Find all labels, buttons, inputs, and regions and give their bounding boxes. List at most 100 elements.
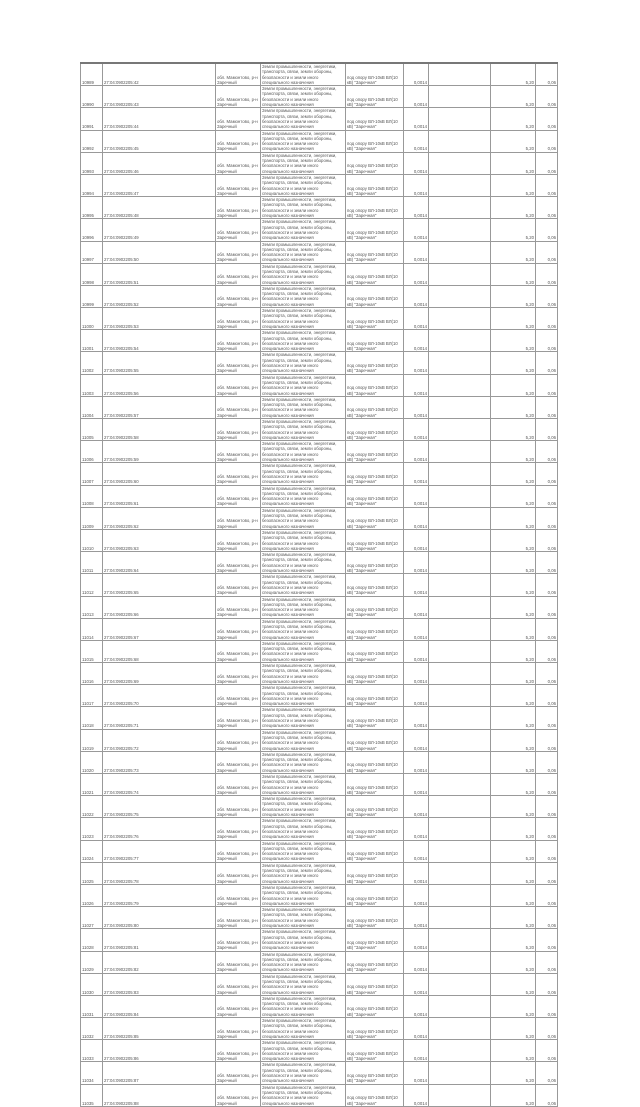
row-id-cell: 11005: [80, 417, 103, 442]
total-cell: 0,06: [535, 462, 558, 486]
area-cell: 0,0014: [403, 883, 429, 908]
area-cell: 0,0014: [403, 351, 429, 375]
purpose-cell: под опору ВЛ-10кВ ВЛ(10 кВ) "Заречная": [345, 62, 404, 87]
cadastral-number-cell: 27:04:0902205:88: [102, 1083, 216, 1107]
extra-cell: [428, 839, 491, 863]
total-cell: 0,06: [535, 573, 558, 597]
price-cell: 5,20: [490, 839, 536, 863]
purpose-cell: под опору ВЛ-10кВ ВЛ(10 кВ) "Заречная": [345, 462, 404, 486]
total-cell: 0,06: [535, 373, 558, 397]
area-cell: 0,0014: [403, 772, 429, 797]
row-id-cell: 11018: [80, 706, 103, 730]
extra-cell: [428, 972, 491, 996]
cadastral-number-cell: 27:04:0902205:67: [102, 617, 216, 641]
area-cell: 0,0014: [403, 817, 429, 841]
address-cell: обл. Мамонтово, р-н Заречный: [215, 218, 261, 242]
cadastral-number-cell: 27:04:0902205:83: [102, 972, 216, 996]
land-category-cell: Земли промышленности, энергетики, трансп…: [260, 706, 346, 730]
extra-cell: [428, 617, 491, 641]
address-cell: обл. Мамонтово, р-н Заречный: [215, 373, 261, 397]
extra-cell: [428, 662, 491, 686]
address-cell: обл. Мамонтово, р-н Заречный: [215, 639, 261, 664]
area-cell: 0,0014: [403, 373, 429, 397]
purpose-cell: под опору ВЛ-10кВ ВЛ(10 кВ) "Заречная": [345, 595, 404, 619]
row-id-cell: 10989: [80, 62, 103, 87]
land-category-cell: Земли промышленности, энергетики, трансп…: [260, 307, 346, 331]
area-cell: 0,0014: [403, 972, 429, 996]
area-cell: 0,0014: [403, 462, 429, 486]
land-category-cell: Земли промышленности, энергетики, трансп…: [260, 1061, 346, 1085]
purpose-cell: под опору ВЛ-10кВ ВЛ(10 кВ) "Заречная": [345, 395, 404, 420]
land-category-cell: Земли промышленности, энергетики, трансп…: [260, 62, 346, 87]
row-id-cell: 11021: [80, 772, 103, 797]
purpose-cell: под опору ВЛ-10кВ ВЛ(10 кВ) "Заречная": [345, 1083, 404, 1107]
table-row: 10996 27:04:0902205:49 обл. Мамонтово, р-н…: [80, 218, 558, 242]
cadastral-number-cell: 27:04:0902205:72: [102, 728, 216, 752]
table-row: 11034 27:04:0902205:87 обл. Мамонтово, р-н…: [80, 1061, 558, 1085]
cadastral-number-cell: 27:04:0902205:48: [102, 196, 216, 220]
table-row: 11035 27:04:0902205:88 обл. Мамонтово, р-н…: [80, 1083, 558, 1107]
row-id-cell: 11002: [80, 351, 103, 375]
total-cell: 0,06: [535, 883, 558, 908]
price-cell: 5,20: [490, 351, 536, 375]
total-cell: 0,06: [535, 706, 558, 730]
purpose-cell: под опору ВЛ-10кВ ВЛ(10 кВ) "Заречная": [345, 972, 404, 996]
cadastral-number-cell: 27:04:0902205:60: [102, 462, 216, 486]
address-cell: обл. Мамонтово, р-н Заречный: [215, 173, 261, 198]
total-cell: 0,06: [535, 329, 558, 353]
cadastral-number-cell: 27:04:0902205:61: [102, 484, 216, 508]
cadastral-number-cell: 27:04:0902205:76: [102, 817, 216, 841]
price-cell: 5,20: [490, 906, 536, 930]
land-category-cell: Земли промышленности, энергетики, трансп…: [260, 795, 346, 819]
purpose-cell: под опору ВЛ-10кВ ВЛ(10 кВ) "Заречная": [345, 883, 404, 908]
row-id-cell: 11023: [80, 817, 103, 841]
land-category-cell: Земли промышленности, энергетики, трансп…: [260, 373, 346, 397]
total-cell: 0,06: [535, 307, 558, 331]
price-cell: 5,20: [490, 662, 536, 686]
address-cell: обл. Мамонтово, р-н Заречный: [215, 1061, 261, 1085]
cadastral-number-cell: 27:04:0902205:71: [102, 706, 216, 730]
land-category-cell: Земли промышленности, энергетики, трансп…: [260, 772, 346, 797]
address-cell: обл. Мамонтово, р-н Заречный: [215, 750, 261, 775]
land-category-cell: Земли промышленности, энергетики, трансп…: [260, 417, 346, 442]
area-cell: 0,0014: [403, 240, 429, 264]
price-cell: 5,20: [490, 728, 536, 752]
area-cell: 0,0014: [403, 284, 429, 309]
cadastral-number-cell: 27:04:0902205:45: [102, 129, 216, 153]
purpose-cell: под опору ВЛ-10кВ ВЛ(10 кВ) "Заречная": [345, 506, 404, 530]
extra-cell: [428, 307, 491, 331]
cadastral-number-cell: 27:04:0902205:81: [102, 928, 216, 952]
cadastral-number-cell: 27:04:0902205:55: [102, 351, 216, 375]
row-id-cell: 11020: [80, 750, 103, 775]
table-row: 10997 27:04:0902205:50 обл. Мамонтово, р-н…: [80, 240, 558, 264]
price-cell: 5,20: [490, 395, 536, 420]
price-cell: 5,20: [490, 1061, 536, 1085]
area-cell: 0,0014: [403, 950, 429, 974]
purpose-cell: под опору ВЛ-10кВ ВЛ(10 кВ) "Заречная": [345, 750, 404, 775]
purpose-cell: под опору ВЛ-10кВ ВЛ(10 кВ) "Заречная": [345, 1039, 404, 1063]
area-cell: 0,0014: [403, 617, 429, 641]
price-cell: 5,20: [490, 151, 536, 175]
price-cell: 5,20: [490, 262, 536, 286]
purpose-cell: под опору ВЛ-10кВ ВЛ(10 кВ) "Заречная": [345, 440, 404, 464]
extra-cell: [428, 684, 491, 708]
land-category-cell: Земли промышленности, энергетики, трансп…: [260, 950, 346, 974]
extra-cell: [428, 1083, 491, 1107]
row-id-cell: 11004: [80, 395, 103, 420]
row-id-cell: 11000: [80, 307, 103, 331]
total-cell: 0,06: [535, 129, 558, 153]
land-category-cell: Земли промышленности, энергетики, трансп…: [260, 1083, 346, 1107]
purpose-cell: под опору ВЛ-10кВ ВЛ(10 кВ) "Заречная": [345, 218, 404, 242]
land-category-cell: Земли промышленности, энергетики, трансп…: [260, 551, 346, 575]
purpose-cell: под опору ВЛ-10кВ ВЛ(10 кВ) "Заречная": [345, 107, 404, 131]
row-id-cell: 11014: [80, 617, 103, 641]
table-row: 10999 27:04:0902205:52 обл. Мамонтово, р-н…: [80, 284, 558, 309]
price-cell: 5,20: [490, 617, 536, 641]
total-cell: 0,06: [535, 662, 558, 686]
land-category-cell: Земли промышленности, энергетики, трансп…: [260, 972, 346, 996]
address-cell: обл. Мамонтово, р-н Заречный: [215, 129, 261, 153]
table-row: 11024 27:04:0902205:77 обл. Мамонтово, р-н…: [80, 839, 558, 863]
extra-cell: [428, 706, 491, 730]
cadastral-number-cell: 27:04:0902205:87: [102, 1061, 216, 1085]
total-cell: 0,06: [535, 173, 558, 198]
